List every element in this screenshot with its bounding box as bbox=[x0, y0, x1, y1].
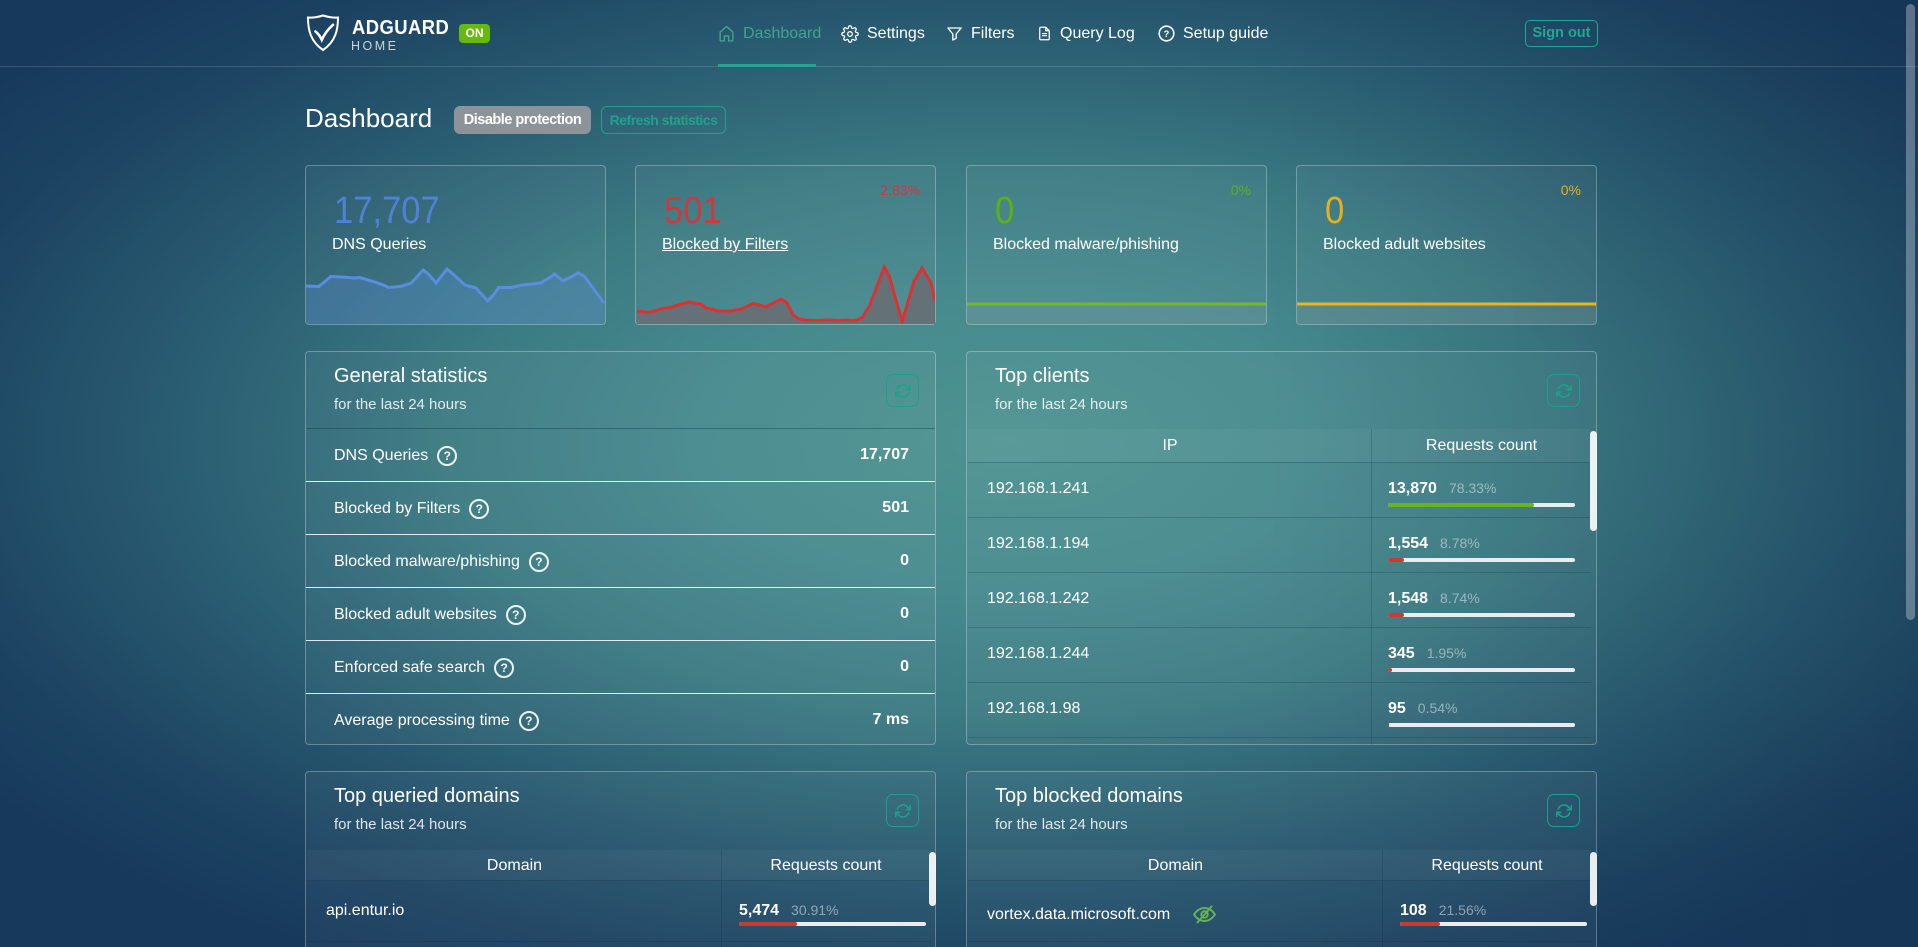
svg-text:?: ? bbox=[1164, 29, 1170, 39]
